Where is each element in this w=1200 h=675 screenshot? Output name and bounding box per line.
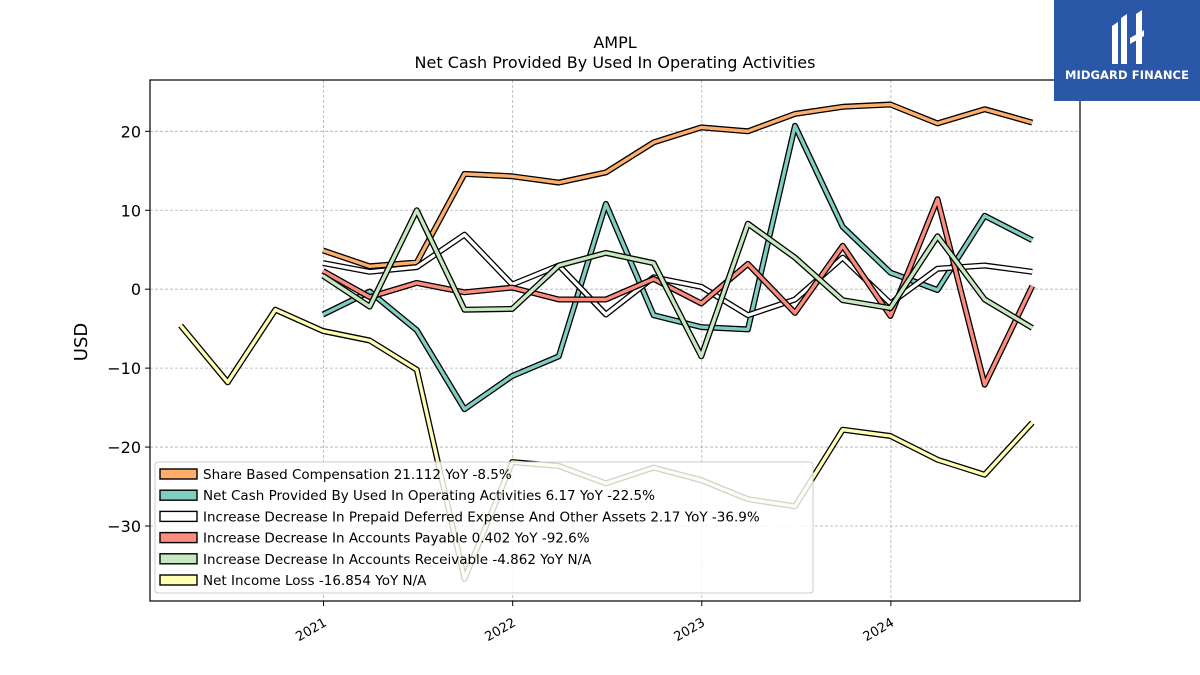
series-outline xyxy=(321,122,1034,413)
legend-label: Net Income Loss -16.854 YoY N/A xyxy=(203,573,427,589)
y-axis-ticks: −30 −20 −10 0 10 20 xyxy=(107,122,150,536)
legend-item: Increase Decrease In Prepaid Deferred Ex… xyxy=(159,509,760,525)
series-stroke xyxy=(322,124,1034,411)
legend-swatch xyxy=(159,531,198,544)
plot-area-frame xyxy=(149,79,1081,602)
legend-label: Share Based Compensation 21.112 YoY -8.5… xyxy=(203,467,512,483)
x-tick-label: 2023 xyxy=(672,615,708,645)
legend-swatch xyxy=(159,489,198,501)
grid-lines xyxy=(150,80,1080,601)
legend-item: Net Income Loss -16.854 YoY N/A xyxy=(159,573,427,589)
brand-name: MIDGARD FINANCE xyxy=(1064,68,1190,82)
x-axis-ticks: 2021 2022 2023 2024 xyxy=(293,601,897,645)
y-tick-label: −10 xyxy=(107,359,141,378)
legend-label: Net Cash Provided By Used In Operating A… xyxy=(203,488,655,504)
legend-item: Increase Decrease In Accounts Payable 0.… xyxy=(159,531,590,547)
legend-swatch xyxy=(159,510,198,523)
legend-item: Increase Decrease In Accounts Receivable… xyxy=(159,552,592,568)
midgard-logo-icon xyxy=(1112,10,1144,64)
series-stroke xyxy=(322,102,1033,268)
legend-item: Share Based Compensation 21.112 YoY -8.5… xyxy=(159,467,512,483)
series-line-2 xyxy=(322,231,1033,319)
y-tick-label: 0 xyxy=(131,280,141,299)
legend-label: Increase Decrease In Accounts Receivable… xyxy=(203,552,592,568)
series-line-4 xyxy=(321,207,1034,360)
legend-box xyxy=(154,461,814,594)
legend-swatch xyxy=(159,468,198,480)
brand-logo: MIDGARD FINANCE xyxy=(1054,0,1200,101)
legend-label: Increase Decrease In Accounts Payable 0.… xyxy=(203,531,590,547)
series-line-3 xyxy=(321,196,1036,388)
x-tick-label: 2024 xyxy=(861,615,897,645)
series-stroke xyxy=(322,232,1033,317)
series-line-0 xyxy=(322,101,1034,270)
series-stroke xyxy=(322,208,1034,358)
series-line-1 xyxy=(321,122,1034,413)
legend: Share Based Compensation 21.112 YoY -8.5… xyxy=(154,461,814,594)
x-tick-label: 2021 xyxy=(293,615,329,645)
y-axis-label: USD xyxy=(71,323,92,361)
x-tick-label: 2022 xyxy=(483,615,519,645)
chart-title: AMPL xyxy=(593,33,636,52)
series-outline xyxy=(322,231,1033,319)
legend-swatch xyxy=(159,553,198,565)
y-tick-label: 10 xyxy=(121,201,141,220)
chart-subtitle: Net Cash Provided By Used In Operating A… xyxy=(415,53,816,72)
series-stroke xyxy=(322,197,1034,387)
y-tick-label: 20 xyxy=(121,122,141,141)
legend-swatch xyxy=(159,574,198,586)
y-tick-label: −20 xyxy=(107,438,141,457)
y-tick-label: −30 xyxy=(107,517,141,536)
legend-item: Net Cash Provided By Used In Operating A… xyxy=(159,488,655,504)
legend-label: Increase Decrease In Prepaid Deferred Ex… xyxy=(203,509,760,525)
